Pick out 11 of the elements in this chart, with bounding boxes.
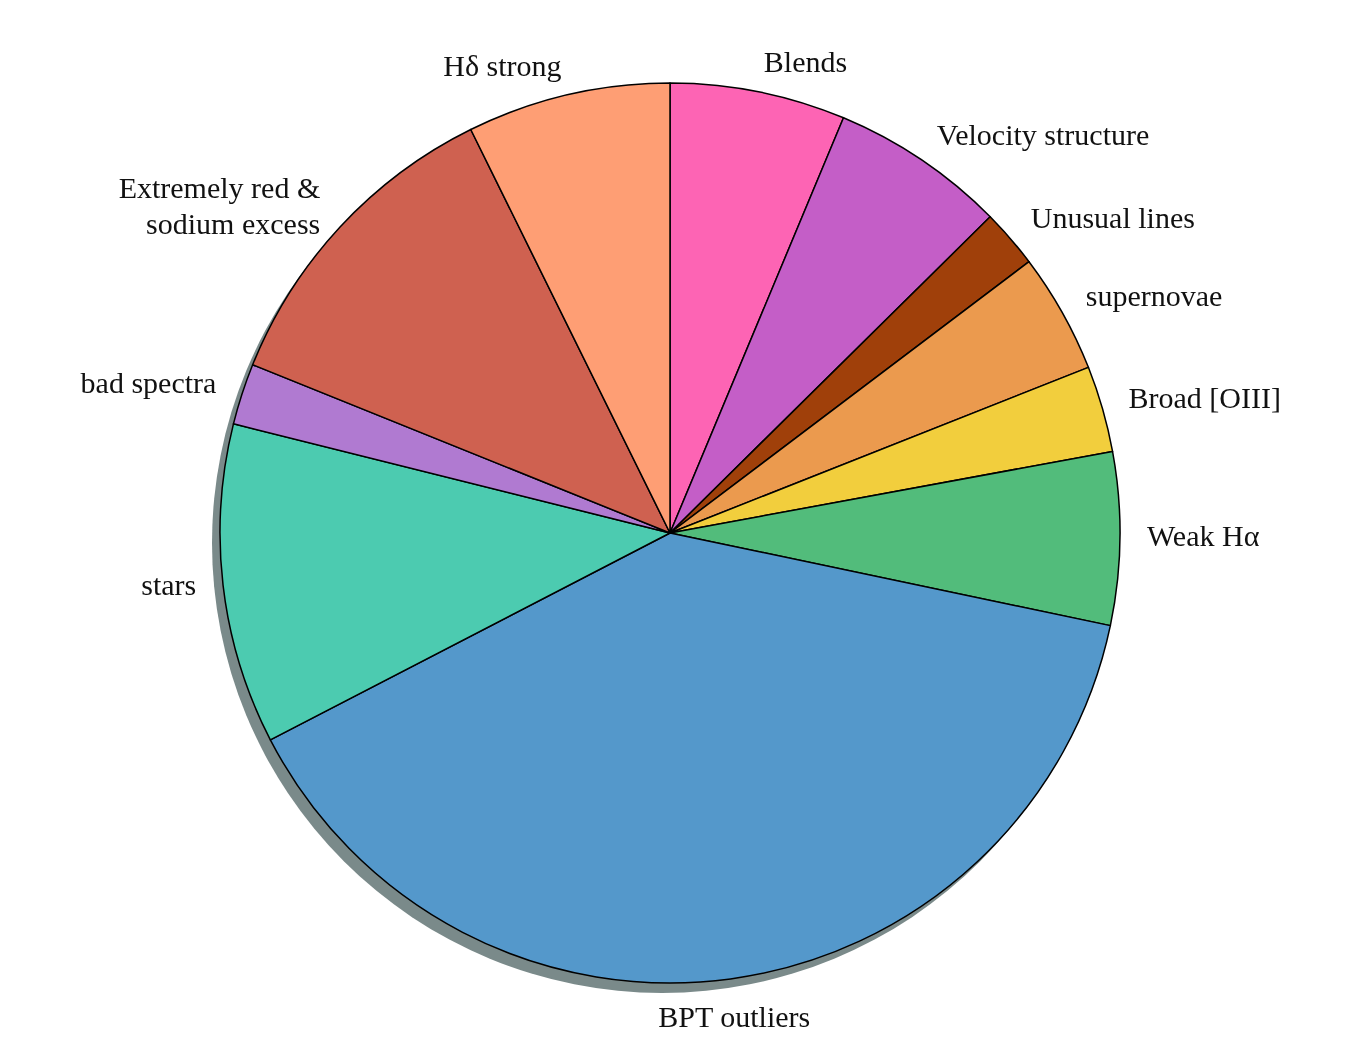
slice-label: supernovae: [1085, 279, 1223, 313]
slice-label: Weak Hα: [1146, 518, 1260, 552]
slice-label: Hδ strong: [443, 48, 562, 82]
slice-label: Blends: [763, 45, 848, 79]
slice-label: Unusual lines: [1030, 200, 1195, 234]
slice-label: BPT outliers: [658, 999, 811, 1033]
slice-label: Extremely red & sodium excess: [118, 170, 321, 240]
slice-label: bad spectra: [80, 365, 217, 399]
slice-label: Broad [OIII]: [1128, 381, 1281, 415]
slice-label: stars: [141, 568, 197, 602]
slice-label: Velocity structure: [936, 117, 1150, 151]
